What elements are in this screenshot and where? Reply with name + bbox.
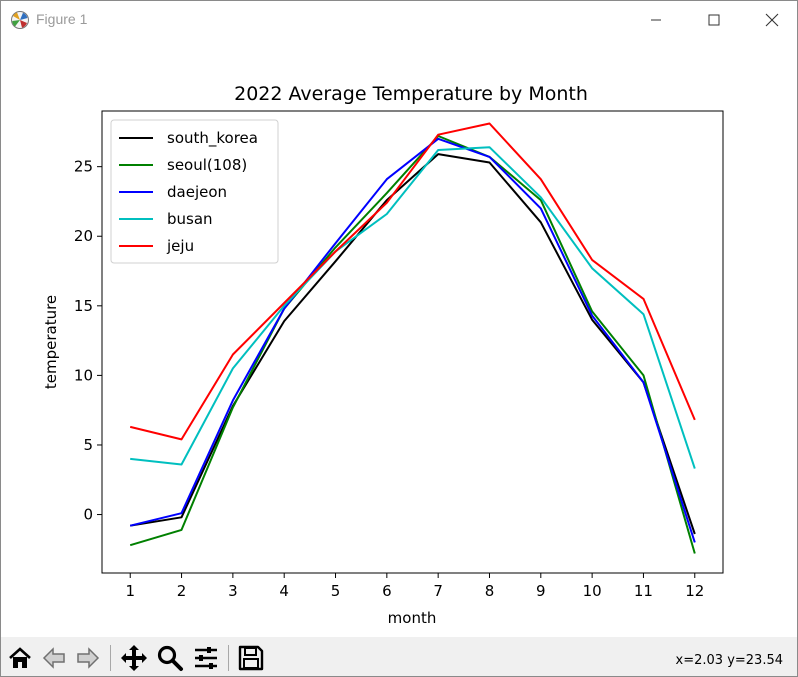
forward-button[interactable] (73, 643, 103, 673)
series-line-daejeon (129, 137, 696, 543)
y-tick-label: 5 (83, 436, 93, 454)
home-icon (9, 647, 31, 668)
zoom-magnifier-icon (157, 645, 183, 671)
series-line-seoul-108 (129, 135, 696, 554)
y-tick-label: 25 (74, 158, 93, 176)
toolbar-separator (228, 645, 229, 671)
legend-label: jeju (166, 237, 194, 255)
series-line-south-korea (130, 153, 696, 535)
y-axis-label: temperature (42, 295, 60, 389)
x-tick-label: 7 (433, 582, 443, 600)
y-axis-ticks: 0 5 10 15 20 25 (74, 158, 102, 524)
navigation-toolbar: x=2.03 y=23.54 (1, 637, 797, 676)
configure-subplots-button[interactable] (191, 643, 221, 673)
floppy-disk-icon (238, 645, 264, 671)
x-tick-label: 1 (125, 582, 135, 600)
title-bar[interactable]: Figure 1 (1, 1, 797, 39)
y-tick-label: 10 (74, 366, 93, 384)
forward-arrow-icon (77, 647, 100, 669)
legend-box (110, 119, 279, 264)
minimize-icon (651, 19, 661, 21)
window-title: Figure 1 (36, 11, 88, 27)
legend-label: busan (167, 210, 213, 228)
cursor-coordinates: x=2.03 y=23.54 (675, 653, 783, 668)
series-layer (129, 122, 696, 554)
y-tick-label: 15 (74, 297, 93, 315)
pan-button[interactable] (119, 643, 149, 673)
legend-label: seoul(108) (167, 156, 247, 174)
sliders-icon (195, 647, 217, 669)
zoom-button[interactable] (155, 643, 185, 673)
x-tick-label: 10 (583, 582, 602, 600)
legend-label: daejeon (167, 183, 227, 201)
x-tick-label: 11 (634, 582, 653, 600)
x-tick-label: 3 (228, 582, 238, 600)
plot-frame (101, 110, 724, 574)
x-tick-label: 6 (382, 582, 392, 600)
legend: south_korea seoul(108) daejeon busan jeju (110, 119, 279, 264)
series-line-jeju (129, 122, 696, 441)
maximize-icon (708, 14, 720, 26)
x-tick-label: 9 (536, 582, 546, 600)
series-line-busan (130, 146, 696, 469)
back-button[interactable] (39, 643, 69, 673)
y-tick-label: 20 (74, 227, 93, 245)
close-button[interactable] (743, 1, 798, 39)
legend-label: south_korea (167, 129, 258, 148)
back-arrow-icon (42, 647, 65, 669)
home-button[interactable] (5, 643, 35, 673)
save-button[interactable] (236, 643, 266, 673)
toolbar-separator (110, 645, 111, 671)
x-tick-label: 8 (485, 582, 495, 600)
x-axis-label: month (388, 609, 437, 627)
x-axis-ticks: 1 2 3 4 5 6 7 8 9 10 11 12 (125, 573, 704, 600)
x-tick-label: 5 (331, 582, 341, 600)
chart-title: 2022 Average Temperature by Month (234, 83, 588, 105)
minimize-button[interactable] (627, 1, 685, 39)
x-tick-label: 2 (177, 582, 187, 600)
y-tick-label: 0 (83, 506, 93, 524)
close-icon (765, 13, 779, 27)
maximize-button[interactable] (685, 1, 743, 39)
x-tick-label: 12 (685, 582, 704, 600)
matplotlib-app-icon (11, 11, 29, 29)
x-tick-label: 4 (279, 582, 289, 600)
pan-move-icon (121, 645, 147, 671)
